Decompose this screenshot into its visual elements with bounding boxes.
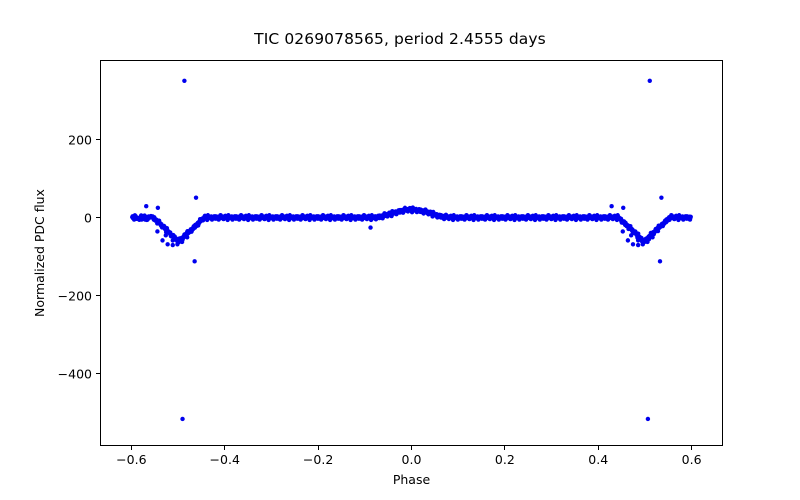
y-axis-label: Normalized PDC flux bbox=[32, 189, 47, 317]
y-tick-label: −200 bbox=[57, 288, 92, 304]
x-tick-label: 0.4 bbox=[588, 452, 609, 467]
y-tick-mark bbox=[96, 217, 100, 219]
x-tick-mark bbox=[691, 446, 693, 450]
x-tick-label: −0.6 bbox=[116, 452, 147, 467]
y-tick-mark bbox=[96, 139, 100, 141]
x-tick-label: −0.4 bbox=[209, 452, 240, 467]
y-tick-label: −400 bbox=[57, 366, 92, 382]
y-tick-mark bbox=[96, 373, 100, 375]
x-tick-label: −0.2 bbox=[302, 452, 334, 467]
x-tick-mark bbox=[317, 446, 319, 450]
x-tick-mark bbox=[130, 446, 132, 450]
x-tick-mark bbox=[224, 446, 226, 450]
x-tick-label: 0.0 bbox=[401, 452, 422, 467]
x-tick-mark bbox=[410, 446, 413, 450]
scatter-data-layer bbox=[130, 78, 693, 422]
y-tick-mark bbox=[96, 295, 100, 297]
y-tick-label: 0 bbox=[84, 210, 92, 226]
x-tick-mark bbox=[597, 446, 599, 450]
plot-axes-frame bbox=[100, 60, 723, 446]
x-tick-mark bbox=[504, 446, 506, 450]
chart-title: TIC 0269078565, period 2.4555 days bbox=[254, 30, 546, 48]
x-tick-label: 0.2 bbox=[494, 452, 515, 467]
y-tick-label: 200 bbox=[68, 132, 92, 148]
x-tick-label: 0.6 bbox=[681, 452, 702, 467]
x-axis-label: Phase bbox=[392, 472, 431, 487]
